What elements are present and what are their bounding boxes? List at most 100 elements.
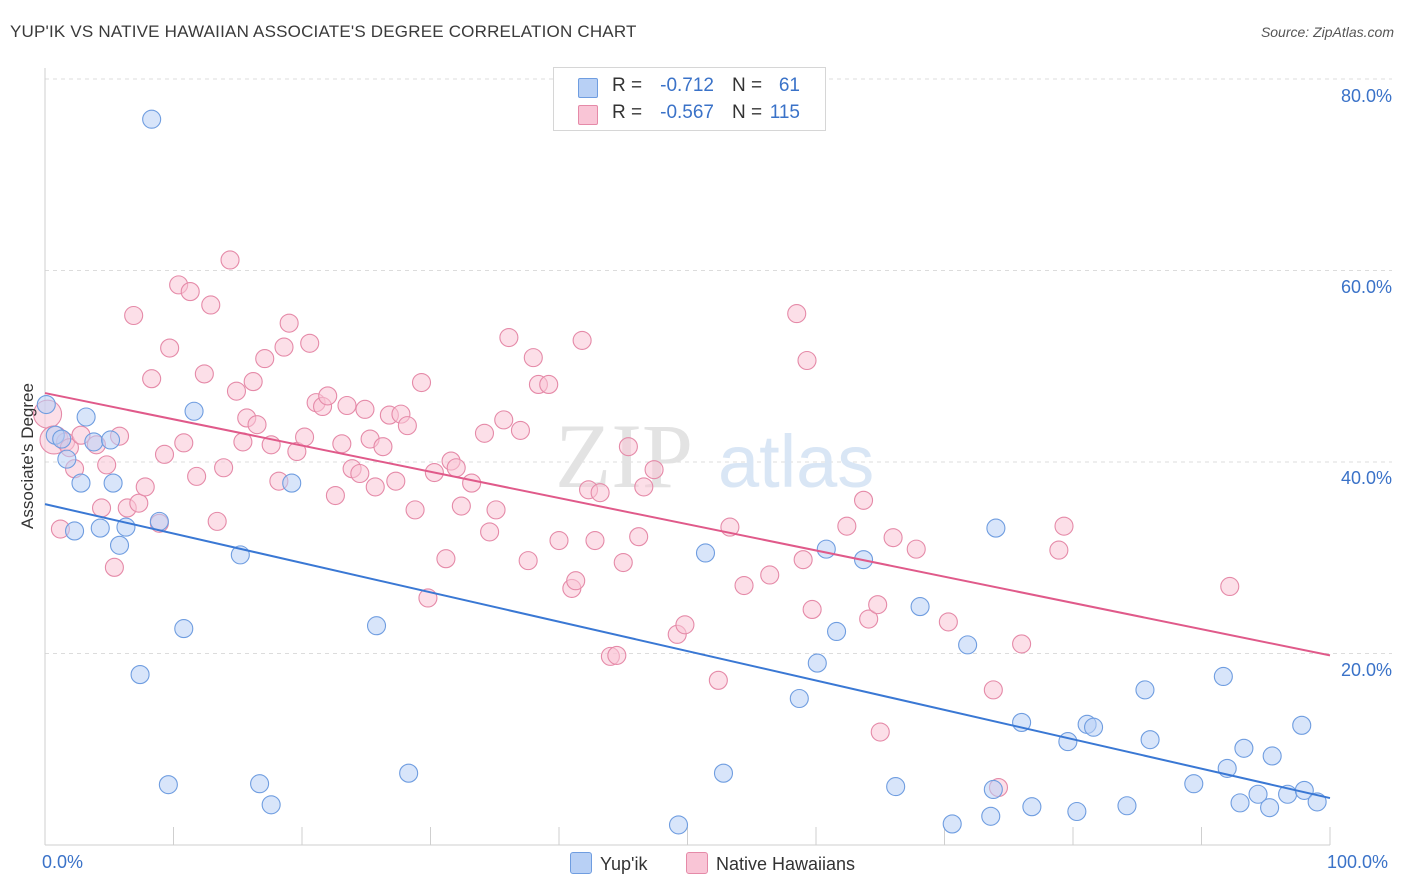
native-hawaiian-point <box>480 522 500 542</box>
yupik-point <box>65 521 85 541</box>
yupik-point <box>1184 774 1204 794</box>
yupik-point <box>816 539 836 559</box>
legend-item-native-hawaiians[interactable]: Native Hawaiians <box>686 852 855 875</box>
native-hawaiian-point <box>325 485 345 506</box>
yupik-point <box>399 763 419 783</box>
legend-swatch-native-hawaiians <box>578 105 598 125</box>
native-hawaiian-point <box>243 372 263 392</box>
native-hawaiian-point <box>207 511 227 531</box>
native-hawaiian-point <box>337 395 357 416</box>
axes <box>44 68 1331 846</box>
yupik-point <box>1234 738 1254 758</box>
native-hawaiian-point <box>474 423 495 443</box>
y-tick-label: 60.0% <box>1340 277 1392 297</box>
native-hawaiian-point <box>494 410 514 430</box>
yupik-point <box>84 432 104 452</box>
yupik-point <box>695 543 716 563</box>
yupik-trend-line <box>44 503 1331 800</box>
yupik-point <box>282 473 302 493</box>
source-credit: Source: ZipAtlas.com <box>1260 24 1394 40</box>
legend-label-native-hawaiians: Native Hawaiians <box>716 854 856 874</box>
y-tick-label: 40.0% <box>1340 468 1392 488</box>
native-hawaiian-trend-line <box>44 392 1331 657</box>
yupik-point <box>184 401 204 421</box>
native-hawaiian-point <box>518 551 538 571</box>
yupik-point <box>149 511 169 531</box>
yupik-point <box>52 429 72 449</box>
yupik-point <box>100 430 121 450</box>
native-hawaiian-point <box>510 420 531 440</box>
legend-row-native-hawaiians: R = -0.567 N = 115 <box>554 101 825 127</box>
native-hawaiian-point <box>1054 516 1074 536</box>
native-hawaiian-point <box>129 493 149 513</box>
x-tick-label: 0.0% <box>42 852 84 872</box>
native-hawaiian-point <box>255 349 275 369</box>
legend-swatch-native-hawaiians <box>686 852 708 874</box>
native-hawaiian-point <box>350 463 370 484</box>
grid-lines <box>45 78 1392 654</box>
native-hawaiian-point <box>397 416 417 436</box>
yupik-point <box>910 597 930 617</box>
native-hawaiian-point <box>318 386 338 406</box>
native-hawaiian-point <box>1220 576 1240 597</box>
data-points <box>33 109 1327 835</box>
yupik-point <box>1307 792 1327 812</box>
native-hawaiian-point <box>300 333 320 353</box>
yupik-point <box>57 449 77 469</box>
native-hawaiian-point <box>411 372 432 393</box>
y-tick-label: 20.0% <box>1340 660 1392 680</box>
legend-row-yupik: R = -0.712 N = 61 <box>554 74 825 100</box>
native-hawaiian-point <box>187 466 207 486</box>
native-hawaiian-point <box>859 609 879 629</box>
yupik-point <box>1262 746 1282 766</box>
trend-lines <box>44 392 1331 800</box>
native-hawaiian-point <box>274 337 294 357</box>
native-hawaiian-point <box>220 250 240 270</box>
n-label: N = <box>732 75 763 96</box>
legend-item-yupik[interactable]: Yup'ik <box>570 852 647 875</box>
native-hawaiian-point <box>180 282 200 302</box>
native-hawaiian-point <box>802 599 822 620</box>
native-hawaiian-point <box>797 350 817 371</box>
yupik-point <box>668 815 689 835</box>
native-hawaiian-point <box>906 539 926 559</box>
yupik-point <box>71 473 91 493</box>
yupik-point <box>1140 730 1160 750</box>
legend-swatch-yupik <box>570 852 592 874</box>
native-hawaiian-point <box>160 338 180 358</box>
yupik-point <box>1067 801 1087 822</box>
native-hawaiian-point <box>523 348 543 368</box>
native-hawaiian-point <box>634 477 654 497</box>
n-value: 115 <box>769 102 800 123</box>
r-label: R = <box>612 75 643 96</box>
yupik-point <box>789 688 809 709</box>
native-hawaiian-point <box>436 549 456 569</box>
native-hawaiian-point <box>451 496 471 516</box>
native-hawaiian-point <box>97 455 117 475</box>
stats-legend: R = -0.712 N = 61 R = -0.567 N = 115 <box>553 67 826 131</box>
yupik-point <box>76 407 96 427</box>
yupik-point <box>142 109 162 129</box>
yupik-point <box>1230 793 1250 813</box>
watermark: ZIP atlas <box>555 405 874 507</box>
yupik-point <box>958 635 978 655</box>
watermark-zip: ZIP <box>555 405 693 507</box>
yupik-point <box>109 535 130 555</box>
native-hawaiian-point <box>405 500 425 520</box>
yupik-point <box>130 665 150 685</box>
native-hawaiian-point <box>104 557 124 577</box>
yupik-point <box>1213 666 1233 687</box>
native-hawaiian-point <box>1012 634 1032 654</box>
native-hawaiian-point <box>708 670 728 690</box>
native-hawaiian-point <box>607 645 627 665</box>
native-hawaiian-point <box>201 295 221 315</box>
native-hawaiian-point <box>566 571 586 591</box>
native-hawaiian-point <box>355 399 375 419</box>
yupik-point <box>1022 797 1042 817</box>
native-hawaiian-point <box>870 722 890 742</box>
native-hawaiian-point <box>279 313 299 333</box>
native-hawaiian-point <box>446 458 466 478</box>
native-hawaiian-point <box>135 477 155 497</box>
yupik-point <box>103 473 123 493</box>
